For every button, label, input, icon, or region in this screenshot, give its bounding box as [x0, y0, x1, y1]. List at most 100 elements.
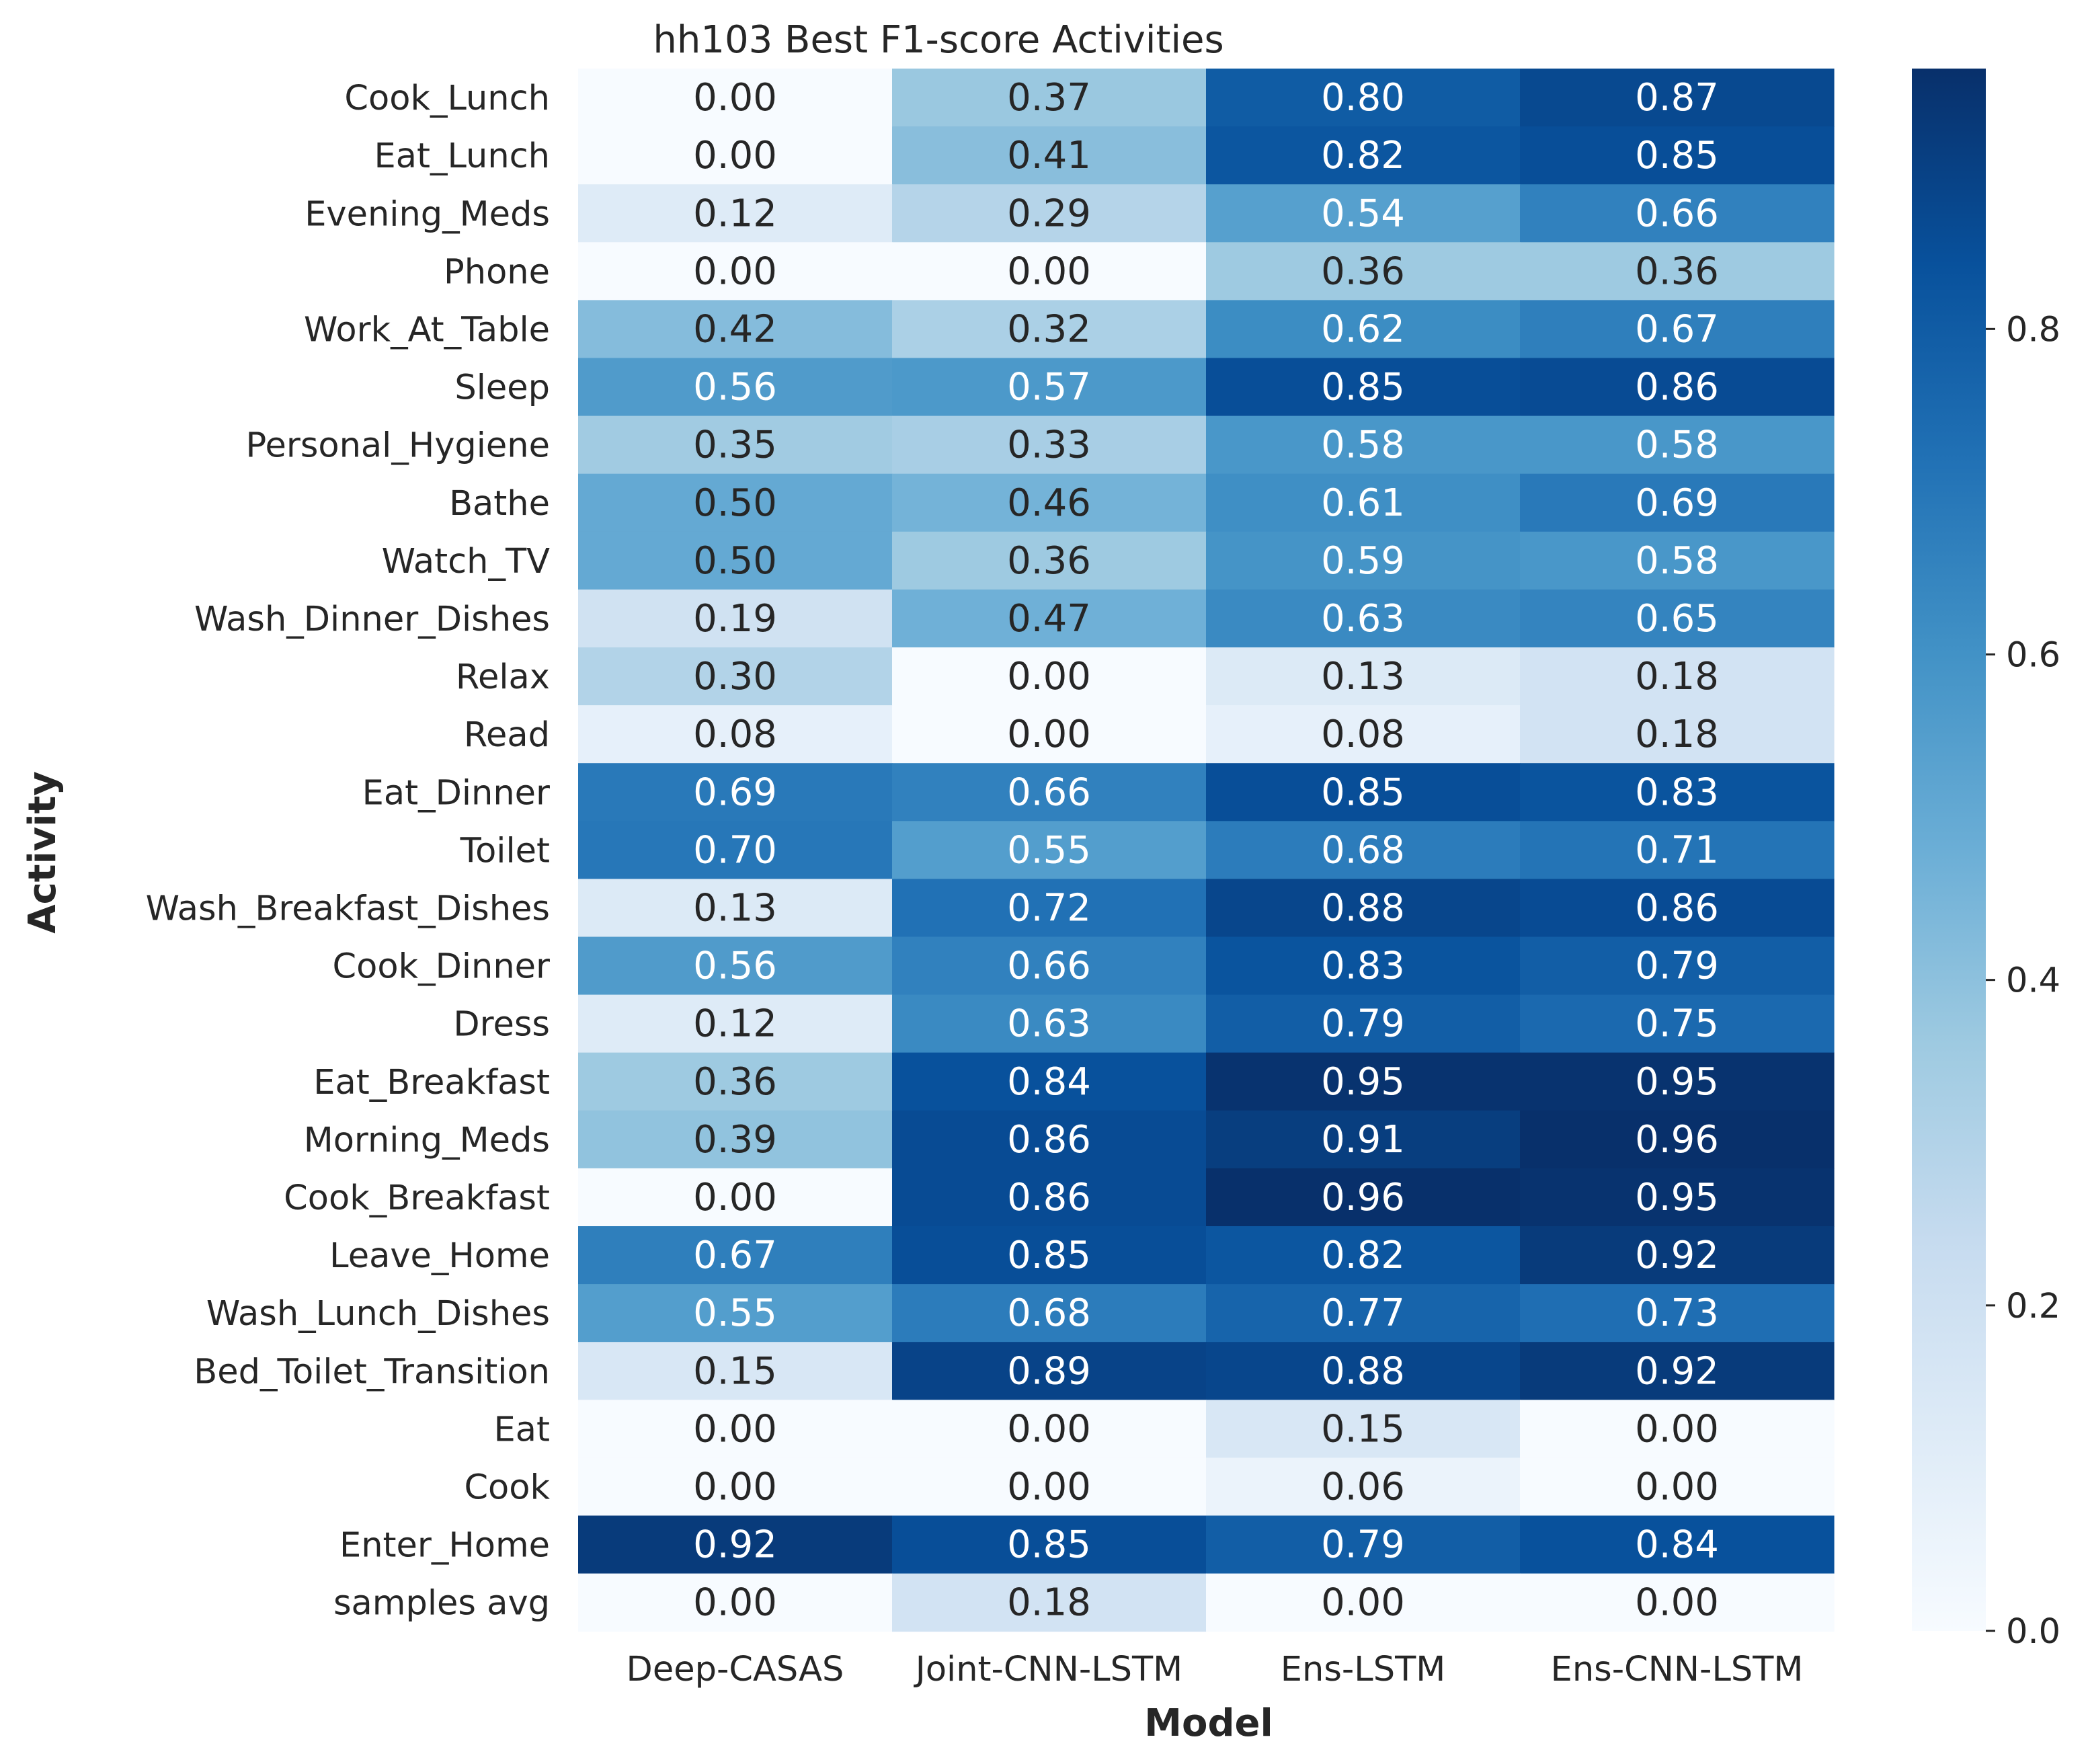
cell-value-label: 0.36	[1635, 249, 1719, 293]
y-tick-label: Cook	[464, 1468, 550, 1507]
heatmap-cell-evening-meds-deep-casas	[578, 184, 893, 243]
cell-value-label: 0.30	[693, 655, 777, 698]
x-tick-label: Ens-CNN-LSTM	[1551, 1650, 1804, 1689]
cell-value-label: 0.00	[1007, 655, 1091, 698]
cell-value-label: 0.56	[693, 945, 777, 988]
cell-value-label: 0.12	[693, 1002, 777, 1046]
heatmap-cell-phone-ens-lstm	[1206, 242, 1521, 300]
heatmap-cell-eat-breakfast-ens-cnn-lstm	[1520, 1052, 1835, 1111]
heatmap-cell-cook-deep-casas	[578, 1457, 893, 1517]
y-tick-label: Dress	[453, 1005, 550, 1045]
cell-value-label: 0.50	[693, 481, 777, 525]
cell-value-label: 0.57	[1007, 366, 1091, 409]
heatmap-cell-read-deep-casas	[578, 705, 893, 764]
cell-value-label: 0.58	[1635, 424, 1719, 467]
cell-value-label: 0.88	[1321, 886, 1405, 930]
heatmap-cell-personal-hygiene-deep-casas	[578, 415, 893, 475]
cell-value-label: 0.18	[1635, 655, 1719, 698]
cell-value-label: 0.67	[693, 1234, 777, 1277]
heatmap-cell-toilet-joint-cnn-lstm	[892, 821, 1207, 879]
heatmap-cell-watch-tv-ens-lstm	[1206, 531, 1521, 590]
heatmap-cell-wash-breakfast-dishes-ens-cnn-lstm	[1520, 879, 1835, 938]
cell-value-label: 0.00	[693, 1465, 777, 1509]
cell-value-label: 0.80	[1321, 76, 1405, 120]
heatmap-cell-bed-toilet-transition-ens-lstm	[1206, 1342, 1521, 1400]
cell-value-label: 0.84	[1635, 1523, 1719, 1567]
y-tick-label: Cook_Dinner	[333, 947, 551, 987]
cell-value-label: 0.69	[693, 770, 777, 814]
colorbar-tick-label: 0.2	[2006, 1287, 2060, 1326]
heatmap-cell-relax-ens-cnn-lstm	[1520, 647, 1835, 706]
heatmap-cell-sleep-ens-lstm	[1206, 358, 1521, 417]
heatmap-cell-cook-breakfast-joint-cnn-lstm	[892, 1168, 1207, 1227]
cell-value-label: 0.18	[1635, 713, 1719, 756]
cell-value-label: 0.82	[1321, 134, 1405, 177]
y-tick-label: Enter_Home	[339, 1526, 550, 1566]
cell-value-label: 0.83	[1321, 945, 1405, 988]
heatmap-cell-wash-dinner-dishes-ens-cnn-lstm	[1520, 589, 1835, 648]
heatmap-cell-cook-breakfast-ens-lstm	[1206, 1168, 1521, 1227]
cell-value-label: 0.00	[693, 76, 777, 120]
cell-value-label: 0.72	[1007, 886, 1091, 930]
heatmap-cell-dress-joint-cnn-lstm	[892, 994, 1207, 1053]
heatmap-cell-eat-joint-cnn-lstm	[892, 1400, 1207, 1458]
cell-value-label: 0.19	[693, 597, 777, 641]
heatmap-cells	[578, 69, 1835, 1632]
cell-value-label: 0.37	[1007, 76, 1091, 120]
heatmap-cell-toilet-deep-casas	[578, 821, 893, 879]
colorbar-tick-label: 0.4	[2006, 961, 2060, 1001]
cell-value-label: 0.00	[693, 1407, 777, 1451]
cell-value-label: 0.63	[1321, 597, 1405, 641]
heatmap-cell-wash-lunch-dishes-deep-casas	[578, 1284, 893, 1342]
cell-value-label: 0.85	[1007, 1523, 1091, 1567]
cell-value-label: 0.58	[1635, 539, 1719, 583]
cell-value-label: 0.00	[693, 1581, 777, 1625]
x-tick-label: Deep-CASAS	[627, 1650, 844, 1689]
heatmap-cell-evening-meds-joint-cnn-lstm	[892, 184, 1207, 243]
heatmap-cell-leave-home-deep-casas	[578, 1226, 893, 1285]
cell-value-label: 0.56	[693, 366, 777, 409]
cell-value-label: 0.36	[1007, 539, 1091, 583]
cell-value-label: 0.41	[1007, 134, 1091, 177]
heatmap-cell-watch-tv-deep-casas	[578, 531, 893, 590]
cell-value-label: 0.65	[1635, 597, 1719, 641]
heatmap-cell-enter-home-ens-cnn-lstm	[1520, 1515, 1835, 1574]
y-tick-label: Work_At_Table	[304, 310, 550, 350]
cell-value-label: 0.70	[693, 828, 777, 872]
heatmap-cell-eat-lunch-ens-cnn-lstm	[1520, 126, 1835, 185]
heatmap-cell-wash-lunch-dishes-ens-cnn-lstm	[1520, 1284, 1835, 1342]
heatmap-cell-morning-meds-ens-lstm	[1206, 1110, 1521, 1169]
heatmap-cell-evening-meds-ens-lstm	[1206, 184, 1521, 243]
cell-value-label: 0.00	[1007, 713, 1091, 756]
heatmap-cell-eat-dinner-ens-cnn-lstm	[1520, 763, 1835, 821]
y-tick-label: samples avg	[333, 1584, 550, 1623]
cell-value-label: 0.83	[1635, 770, 1719, 814]
x-tick-label: Joint-CNN-LSTM	[914, 1650, 1182, 1689]
heatmap-cell-evening-meds-ens-cnn-lstm	[1520, 184, 1835, 243]
heatmap-cell-eat-breakfast-joint-cnn-lstm	[892, 1052, 1207, 1111]
y-tick-label: Toilet	[460, 831, 550, 871]
y-tick-label: Wash_Dinner_Dishes	[194, 600, 550, 639]
cell-value-label: 0.00	[693, 1176, 777, 1219]
heatmap-cell-eat-deep-casas	[578, 1400, 893, 1458]
colorbar-tick-label: 0.6	[2006, 636, 2060, 676]
cell-value-label: 0.58	[1321, 424, 1405, 467]
heatmap-cell-wash-dinner-dishes-deep-casas	[578, 589, 893, 648]
heatmap-cell-relax-deep-casas	[578, 647, 893, 706]
cell-value-label: 0.85	[1635, 134, 1719, 177]
heatmap-cell-cook-breakfast-ens-cnn-lstm	[1520, 1168, 1835, 1227]
heatmap-cell-sleep-joint-cnn-lstm	[892, 358, 1207, 417]
y-tick-label: Cook_Lunch	[344, 79, 550, 118]
y-tick-label: Sleep	[454, 368, 550, 408]
heatmap-cell-bathe-joint-cnn-lstm	[892, 473, 1207, 532]
cell-value-label: 0.92	[1635, 1349, 1719, 1393]
heatmap-cell-work-at-table-deep-casas	[578, 300, 893, 359]
heatmap-cell-leave-home-joint-cnn-lstm	[892, 1226, 1207, 1285]
heatmap-cell-cook-dinner-ens-cnn-lstm	[1520, 936, 1835, 996]
heatmap-cell-wash-lunch-dishes-ens-lstm	[1206, 1284, 1521, 1342]
cell-value-label: 0.15	[1321, 1407, 1405, 1451]
heatmap-cell-dress-ens-lstm	[1206, 994, 1521, 1053]
cell-value-label: 0.00	[1635, 1407, 1719, 1451]
cell-value-label: 0.95	[1635, 1060, 1719, 1104]
